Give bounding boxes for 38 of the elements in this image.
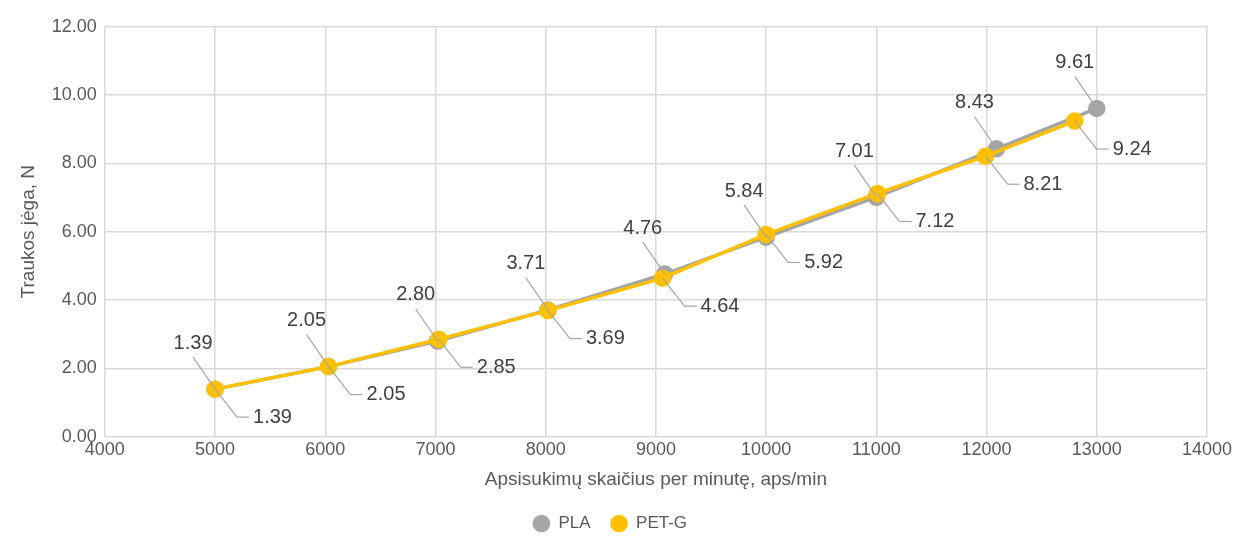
data-label: 1.39 — [173, 330, 213, 353]
y-axis-title: Traukos jėga, N — [16, 164, 38, 299]
data-label: 2.85 — [476, 354, 516, 377]
data-label: 2.05 — [366, 382, 406, 405]
data-label: 3.71 — [506, 251, 546, 274]
y-tick-label: 8.00 — [61, 152, 97, 173]
data-label: 4.64 — [700, 293, 740, 316]
legend-label: PET-G — [636, 513, 688, 533]
x-tick-label: 12000 — [961, 439, 1012, 460]
data-label: 8.43 — [955, 90, 994, 113]
x-tick-label: 5000 — [195, 439, 236, 460]
x-tick-label: 13000 — [1071, 439, 1122, 460]
legend-label: PLA — [558, 513, 592, 533]
data-label: 7.12 — [915, 208, 955, 231]
data-label: 4.76 — [623, 215, 663, 238]
data-label: 7.01 — [834, 138, 874, 161]
data-label: 2.80 — [396, 282, 436, 305]
y-tick-label: 2.00 — [61, 357, 97, 378]
data-label: 9.24 — [1112, 136, 1152, 159]
data-label: 1.39 — [253, 404, 292, 427]
data-label: 9.61 — [1055, 49, 1095, 72]
data-label: 5.84 — [724, 178, 764, 201]
data-label: 3.69 — [585, 326, 625, 349]
x-tick-label: 6000 — [305, 439, 346, 460]
data-label: 8.21 — [1023, 171, 1063, 194]
y-tick-label: 10.00 — [51, 84, 97, 105]
x-tick-label: 7000 — [415, 439, 456, 460]
y-tick-label: 12.00 — [51, 15, 97, 36]
x-tick-label: 8000 — [525, 439, 566, 460]
y-tick-label: 6.00 — [61, 220, 97, 241]
x-tick-label: 11000 — [851, 439, 901, 460]
y-tick-label: 4.00 — [61, 288, 97, 309]
data-label: 2.05 — [287, 308, 327, 331]
x-axis-title: Apsisukimų skaičius per minutę, aps/min — [484, 467, 827, 489]
data-label: 5.92 — [804, 249, 844, 272]
x-tick-label: 14000 — [1181, 439, 1233, 460]
x-tick-label: 9000 — [635, 439, 676, 460]
x-tick-label: 10000 — [741, 439, 792, 460]
